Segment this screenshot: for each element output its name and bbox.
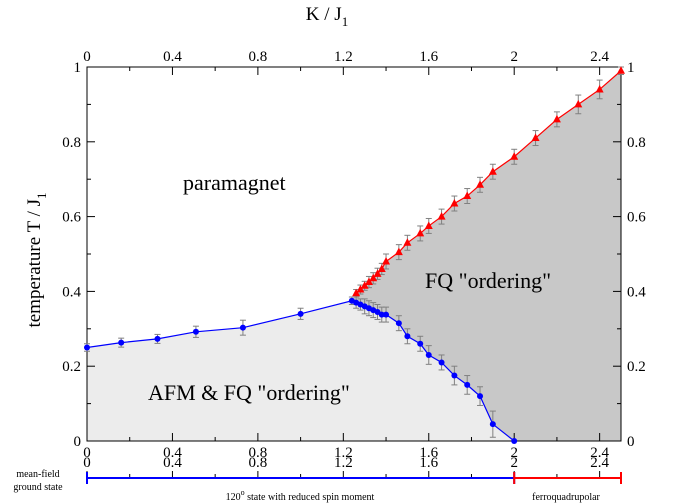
data-point-circle — [297, 310, 304, 317]
y-tick-label: 1 — [74, 60, 82, 76]
right-y-tick-label: 1 — [627, 60, 635, 76]
right-y-tick-label: 0.6 — [627, 210, 646, 226]
ground-state-label-line1: mean-field — [16, 469, 59, 480]
ground-state-bar: 0 0.4 0.8 1.2 1.6 2 2.4 — [83, 455, 622, 484]
x-tick-label: 0.4 — [163, 445, 182, 461]
data-point-circle — [383, 311, 390, 318]
data-point-triangle — [382, 256, 391, 265]
data-point-circle — [464, 381, 471, 388]
data-point-circle — [378, 311, 385, 318]
data-point-triangle — [416, 228, 425, 237]
data-point-triangle — [450, 199, 459, 207]
y-axis-title: temperature T / J1 — [24, 192, 49, 327]
data-point-circle — [417, 340, 424, 347]
top-x-tick-label: 2 — [510, 49, 518, 65]
data-point-circle — [395, 320, 402, 327]
data-point-triangle — [364, 277, 373, 286]
ground-state-label-line2: ground state — [13, 482, 63, 493]
data-point-circle — [511, 438, 518, 444]
y-tick-label: 0.2 — [62, 359, 81, 375]
data-point-triangle — [377, 264, 386, 272]
top-x-tick-label: 1.6 — [419, 49, 438, 65]
data-point-triangle — [360, 281, 369, 289]
x-tick-label: 0 — [83, 445, 91, 461]
top-axis-title: K / J1 — [306, 4, 348, 29]
right-y-tick-label: 0.8 — [627, 135, 646, 151]
data-point-triangle — [552, 114, 561, 123]
series-layer — [84, 66, 625, 444]
y-tick-label: 0.8 — [62, 135, 81, 151]
afm-fq-ordering-label: AFM & FQ "ordering" — [148, 380, 350, 405]
ground-tick-label: 0.4 — [163, 455, 182, 471]
ground-tick-label: 1.2 — [334, 455, 353, 471]
segment-label-120-state: 120o state with reduced spin moment — [226, 488, 375, 503]
data-point-circle — [84, 344, 90, 351]
right-y-tick-label: 0 — [627, 434, 635, 450]
ground-tick-label: 2.4 — [590, 455, 609, 471]
data-point-triangle — [437, 212, 446, 220]
top-x-tick-label: 0.4 — [163, 49, 182, 65]
ground-tick-label: 1.6 — [419, 455, 438, 471]
x-tick-label: 2.4 — [590, 445, 609, 461]
data-point-circle — [489, 421, 496, 428]
data-point-triangle — [476, 180, 485, 188]
data-point-triangle — [394, 247, 403, 256]
ground-tick-label: 0 — [83, 455, 91, 471]
ground-tick-label: 0.8 — [249, 455, 268, 471]
data-point-circle — [118, 339, 125, 346]
fq-ordering-label: FQ "ordering" — [425, 268, 551, 293]
data-point-triangle — [373, 269, 382, 277]
data-point-circle — [451, 372, 458, 379]
top-x-tick-label: 0.8 — [249, 49, 268, 65]
data-point-triangle — [424, 221, 433, 229]
ground-tick-label: 2 — [510, 455, 518, 471]
data-point-triangle — [574, 99, 583, 108]
top-x-tick-label: 1.2 — [334, 49, 353, 65]
paramagnet-label: paramagnet — [183, 170, 286, 195]
x-tick-label: 2 — [510, 445, 518, 461]
data-point-triangle — [595, 84, 604, 93]
x-tick-label: 0.8 — [249, 445, 268, 461]
top-x-tick-label: 0 — [83, 49, 91, 65]
top-x-tick-label: 2.4 — [590, 49, 609, 65]
data-point-triangle — [369, 273, 378, 282]
data-point-triangle — [403, 238, 412, 246]
fq-region — [351, 70, 621, 442]
segment-label-ferroquadrupolar: ferroquadrupolar — [532, 492, 600, 503]
y-tick-label: 0.6 — [62, 210, 81, 226]
y-tick-label: 0.4 — [62, 284, 81, 300]
data-point-triangle — [352, 288, 361, 297]
right-y-tick-label: 0.2 — [627, 359, 646, 375]
data-point-circle — [477, 393, 484, 400]
data-point-triangle — [617, 66, 625, 74]
data-point-circle — [239, 324, 246, 331]
x-tick-label: 1.6 — [419, 445, 438, 461]
right-y-tick-label: 0.4 — [627, 284, 646, 300]
y-tick-label: 0 — [74, 434, 82, 450]
data-point-circle — [192, 328, 199, 335]
afm-fq-region — [87, 300, 515, 441]
data-point-triangle — [531, 133, 540, 142]
data-point-triangle — [488, 167, 497, 175]
data-point-triangle — [463, 191, 472, 200]
x-tick-label: 1.2 — [334, 445, 353, 461]
data-point-triangle — [356, 285, 365, 293]
data-point-circle — [425, 351, 432, 358]
data-point-circle — [154, 335, 161, 342]
data-point-circle — [404, 333, 411, 340]
data-point-triangle — [510, 152, 519, 160]
data-point-circle — [438, 359, 445, 366]
